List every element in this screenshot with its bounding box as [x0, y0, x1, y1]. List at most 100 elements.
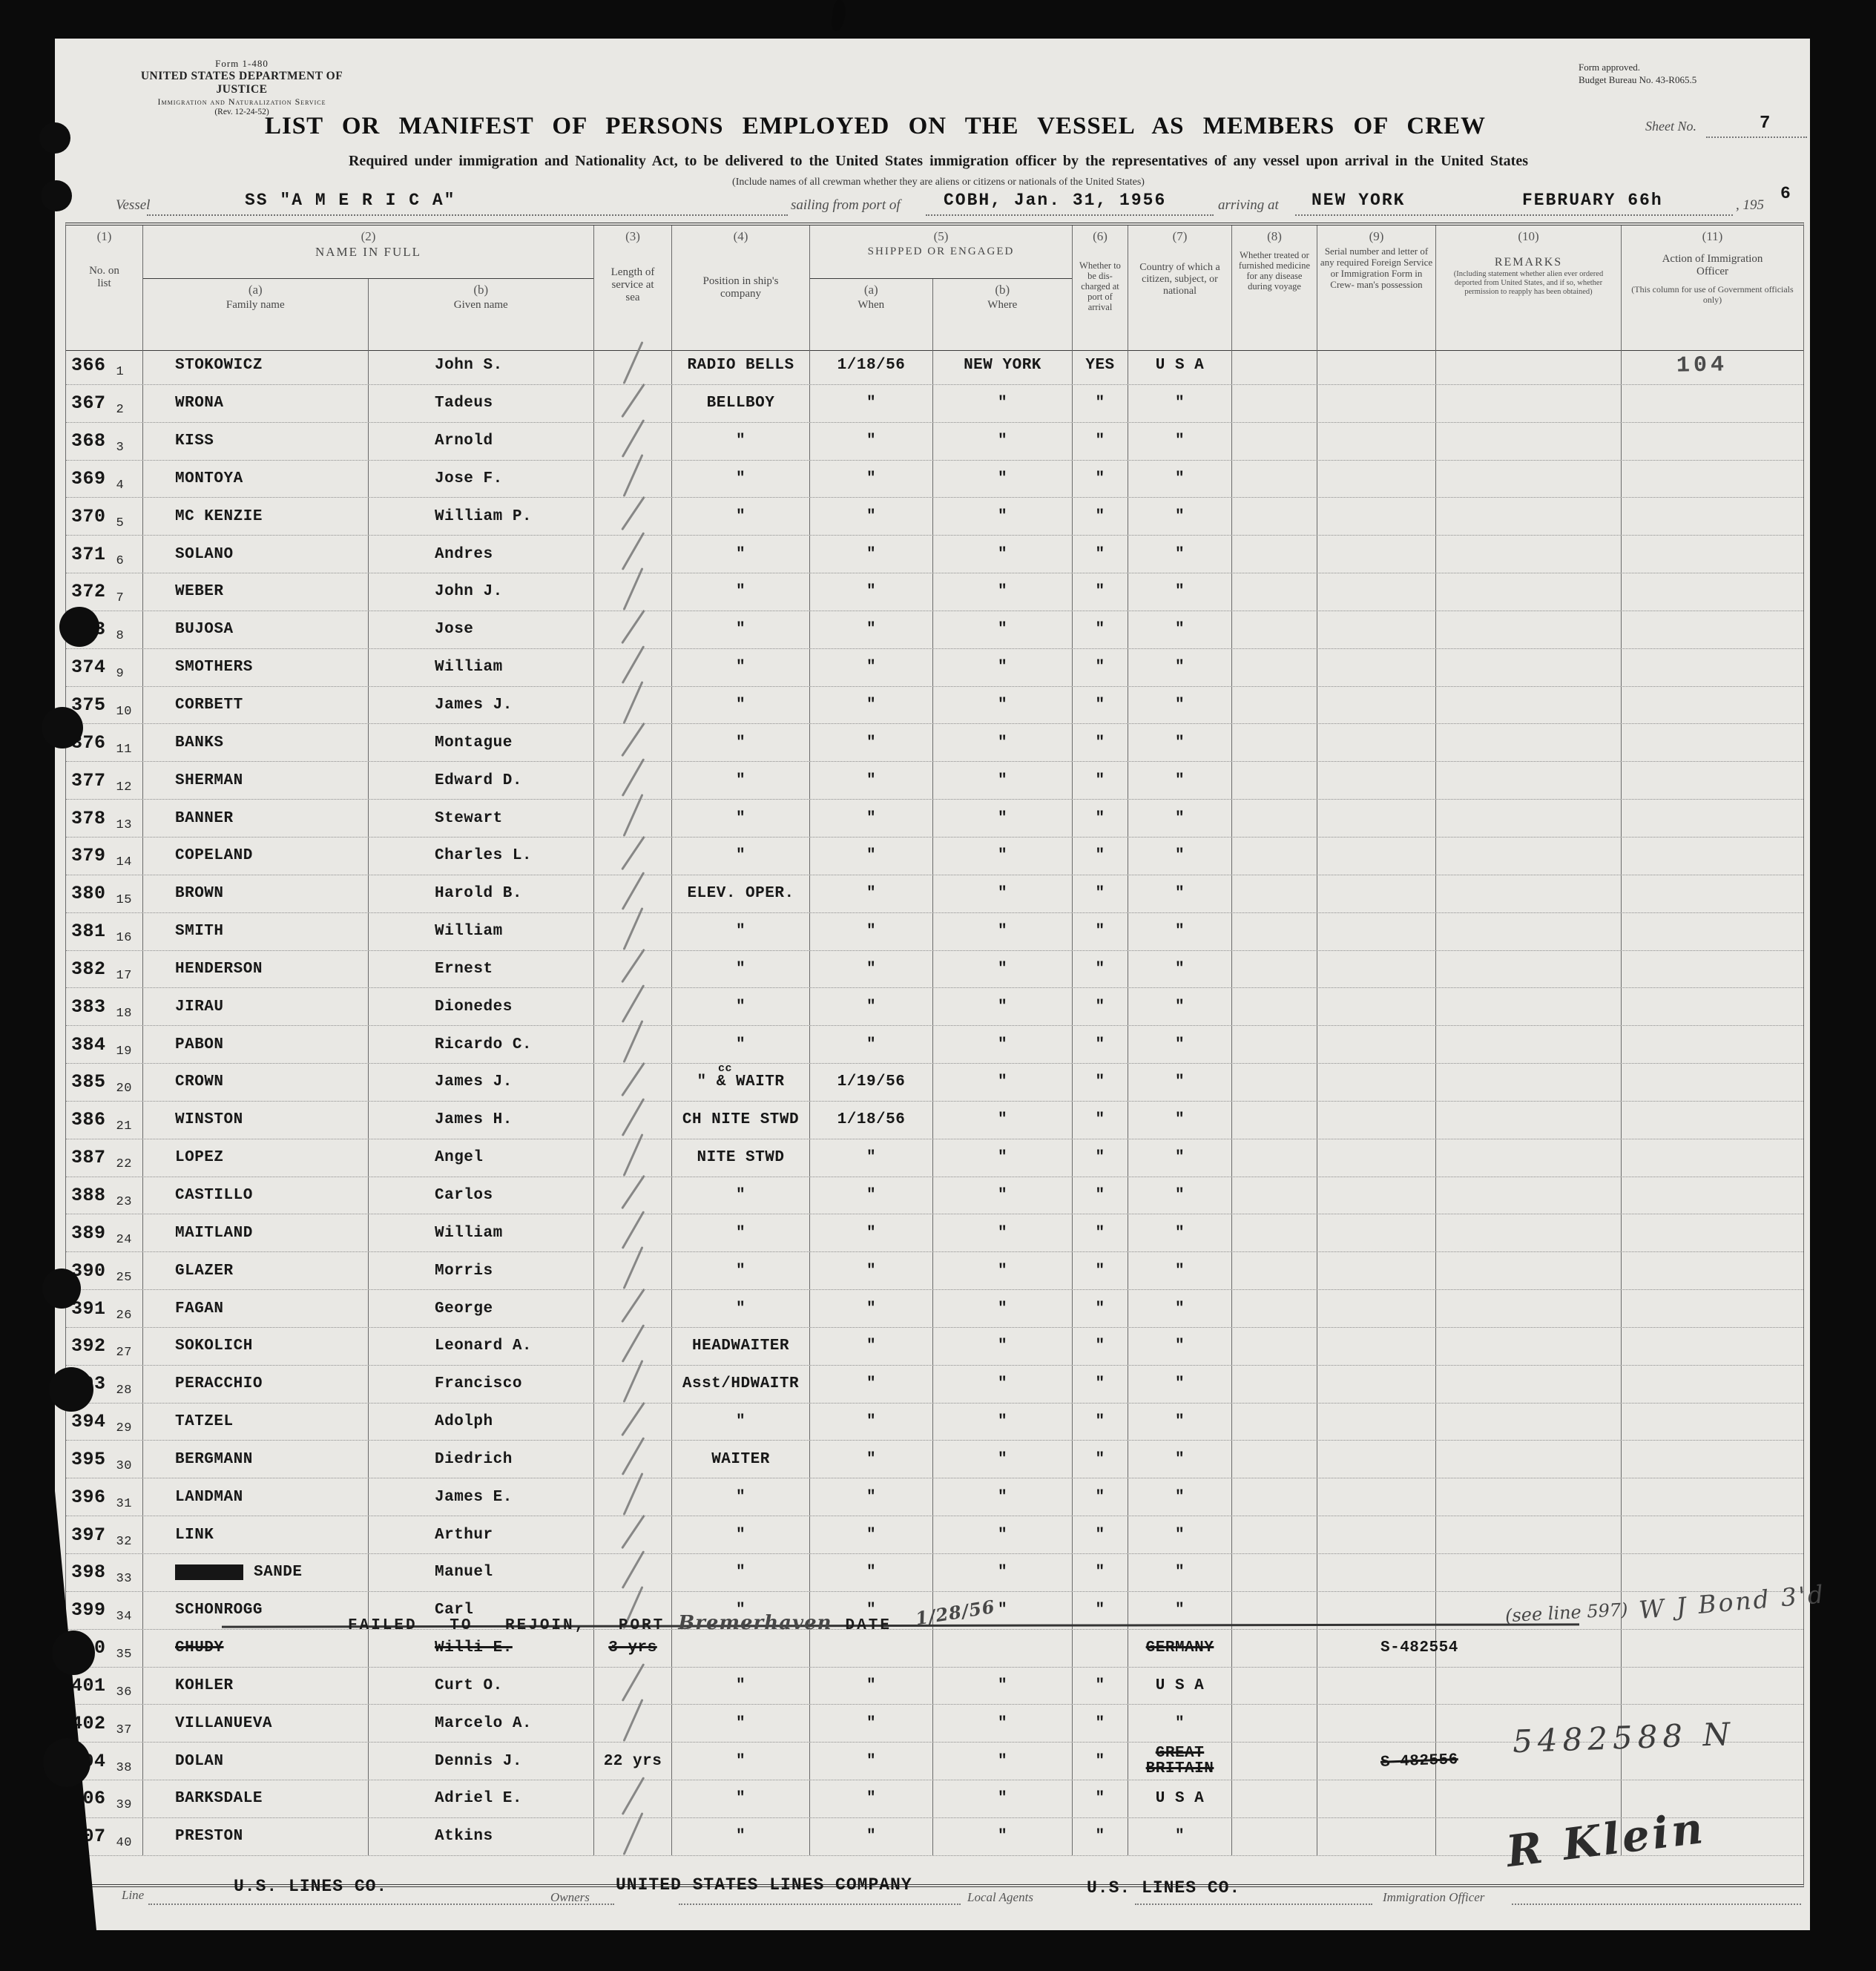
cell-shipped-when: "	[810, 1139, 933, 1177]
cell-family-name: CASTILLO	[143, 1177, 369, 1214]
cell-medicine	[1232, 1214, 1317, 1252]
cell-country: "	[1128, 460, 1232, 498]
cell-family-name: SMITH	[143, 912, 369, 950]
pencil-slash-mark	[620, 1288, 645, 1323]
cell-discharged: "	[1073, 1026, 1128, 1064]
col-remarks: (10) REMARKS (Including statement whethe…	[1436, 226, 1622, 350]
cell-length-of-service	[594, 1288, 672, 1327]
cell-position: "	[672, 912, 810, 950]
cell-family-name: SHERMAN	[143, 762, 369, 800]
col8-label: Whether treated or furnished medicine fo…	[1238, 250, 1311, 292]
cell-discharged: "	[1073, 686, 1128, 724]
line-label: Line	[122, 1888, 145, 1902]
cell-given-name: Dionedes	[369, 988, 594, 1026]
cell-medicine	[1232, 724, 1317, 762]
cell-medicine	[1232, 1743, 1317, 1780]
cell-medicine	[1232, 498, 1317, 536]
cell-medicine	[1232, 875, 1317, 912]
cell-family-name: PERACCHIO	[143, 1365, 369, 1403]
cell-medicine	[1232, 1290, 1317, 1327]
manifest-row: 370 5 MC KENZIE William P. " " " " "	[66, 496, 1803, 536]
pencil-slash-mark	[622, 454, 643, 498]
manifest-row: 366 1 STOKOWICZ John S. RADIO BELLS 1/18/56 NE…	[66, 340, 1803, 385]
cell-shipped-when: "	[810, 611, 933, 648]
cell-family-name: DOLAN	[143, 1743, 369, 1780]
cell-length-of-service	[594, 1323, 672, 1365]
cell-country: "	[1128, 1026, 1232, 1064]
cell-position: "	[672, 422, 810, 460]
cell-length-of-service	[594, 1514, 672, 1553]
pencil-slash-mark	[621, 1323, 645, 1363]
cell-length-of-service	[594, 1020, 672, 1064]
cell-length-of-service	[594, 835, 672, 875]
cell-given-name: Willi E.	[369, 1629, 594, 1667]
manifest-row: 369 4 MONTOYA Jose F. " " " " "	[66, 454, 1803, 498]
cc-annotation: cc	[718, 1062, 733, 1076]
cell-shipped-when: "	[810, 1403, 933, 1441]
cell-given-name: Ricardo C.	[369, 1026, 594, 1064]
cell-action	[1622, 800, 1803, 837]
col-name-in-full: (2) NAME IN FULL (a) Family name (b) Giv…	[143, 226, 594, 350]
cell-serial-number	[1317, 762, 1436, 800]
cell-remarks	[1436, 988, 1622, 1026]
cell-shipped-where: "	[933, 988, 1073, 1026]
cell-serial-number	[1317, 1516, 1436, 1553]
cell-family-name: WEBER	[143, 573, 369, 611]
cell-shipped-where: "	[933, 724, 1073, 762]
cell-remarks	[1436, 422, 1622, 460]
cell-serial-number	[1317, 1177, 1436, 1214]
manifest-row: 378 13 BANNER Stewart " " " " "	[66, 794, 1803, 838]
cell-discharged: "	[1073, 950, 1128, 988]
manifest-row: 399 34 SCHONROGG Carl " " " " "	[66, 1585, 1803, 1630]
cell-action	[1622, 1366, 1803, 1403]
cell-action	[1622, 762, 1803, 799]
cell-action	[1622, 687, 1803, 724]
cell-given-name: James E.	[369, 1478, 594, 1516]
cell-shipped-when: "	[810, 724, 933, 762]
col-shipped-or-engaged: (5) SHIPPED OR ENGAGED (a) When (b) Wher…	[810, 226, 1073, 350]
cell-serial-number	[1317, 1817, 1436, 1855]
cell-serial-number	[1317, 573, 1436, 611]
cell-discharged: "	[1073, 573, 1128, 611]
cell-medicine	[1232, 762, 1317, 800]
cell-remarks	[1436, 1252, 1622, 1290]
cell-remarks	[1436, 1554, 1622, 1591]
manifest-row: 406 39 BARKSDALE Adriel E. " " " " U S A	[66, 1777, 1803, 1818]
cell-shipped-when: "	[810, 1252, 933, 1290]
cell-action	[1622, 385, 1803, 422]
cell-discharged: "	[1073, 1403, 1128, 1441]
cell-line-number: 385 20	[66, 1064, 143, 1101]
cell-shipped-where: "	[933, 686, 1073, 724]
cell-given-name: Jose	[369, 611, 594, 648]
col5-number: (5)	[933, 229, 949, 243]
cell-family-name: STOKOWICZ	[143, 347, 369, 384]
arrival-ruled-line	[1295, 214, 1733, 216]
cell-family-name: LOPEZ	[143, 1139, 369, 1177]
cell-serial-number	[1317, 1139, 1436, 1177]
cell-length-of-service	[594, 1473, 672, 1516]
punch-hole	[49, 1367, 93, 1412]
col6-number: (6)	[1093, 229, 1108, 243]
cell-line-number: 380 15	[66, 875, 143, 912]
cell-shipped-when: "	[810, 837, 933, 875]
cell-discharged: "	[1073, 384, 1128, 422]
cell-remarks	[1436, 837, 1622, 875]
cell-family-name: CORBETT	[143, 686, 369, 724]
cell-discharged: "	[1073, 875, 1128, 912]
cell-line-number: 367 2	[66, 384, 143, 422]
cell-serial-number	[1317, 1780, 1436, 1817]
cell-shipped-where: "	[933, 762, 1073, 800]
cell-given-name: William	[369, 648, 594, 686]
cell-remarks	[1436, 384, 1622, 422]
cell-action	[1622, 649, 1803, 686]
manifest-row: 401 36 KOHLER Curt O. " " " " U S A	[66, 1663, 1803, 1705]
cell-shipped-where: "	[933, 1591, 1073, 1629]
cell-line-number: 384 19	[66, 1026, 143, 1064]
cell-line-number: 387 22	[66, 1139, 143, 1177]
cell-given-name: William	[369, 912, 594, 950]
cell-length-of-service	[594, 794, 672, 837]
cell-medicine	[1232, 1139, 1317, 1177]
cell-serial-number	[1317, 1064, 1436, 1101]
cell-given-name: James H.	[369, 1101, 594, 1139]
